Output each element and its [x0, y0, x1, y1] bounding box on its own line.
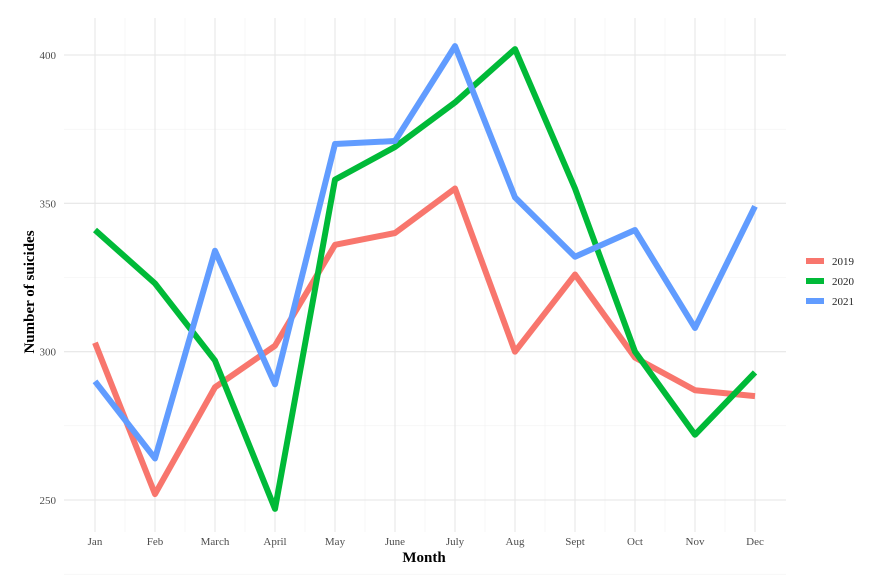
x-axis-title: Month — [402, 550, 446, 566]
x-tick-label: March — [201, 536, 230, 548]
x-tick-label: Nov — [686, 536, 705, 548]
x-tick-label: Feb — [147, 536, 164, 548]
x-axis-ticks: Jan Feb March April May June July Aug Sept Oct Nov… — [88, 536, 764, 548]
x-tick-label: April — [263, 536, 286, 548]
y-tick-label: 350 — [40, 198, 57, 210]
x-tick-label: July — [446, 536, 465, 548]
y-tick-label: 300 — [40, 347, 57, 359]
x-tick-label: May — [325, 536, 346, 548]
y-axis-title: Number of suicides — [22, 230, 38, 353]
x-tick-label: June — [385, 536, 405, 548]
y-tick-label: 400 — [40, 50, 57, 62]
legend: 2019 2020 2021 — [806, 256, 855, 308]
x-tick-label: Dec — [746, 536, 764, 548]
legend-label-2019: 2019 — [832, 256, 855, 268]
series-line-2021 — [92, 43, 758, 462]
legend-label-2020: 2020 — [832, 276, 855, 288]
series-line-2020 — [93, 46, 758, 512]
series-lines — [92, 43, 758, 512]
legend-label-2021: 2021 — [832, 296, 854, 308]
x-tick-label: Oct — [627, 536, 643, 548]
x-tick-label: Aug — [506, 536, 525, 548]
y-axis-ticks: 250 300 350 400 — [40, 50, 57, 507]
x-tick-label: Jan — [88, 536, 103, 548]
y-tick-label: 250 — [40, 495, 57, 507]
x-tick-label: Sept — [565, 536, 585, 548]
